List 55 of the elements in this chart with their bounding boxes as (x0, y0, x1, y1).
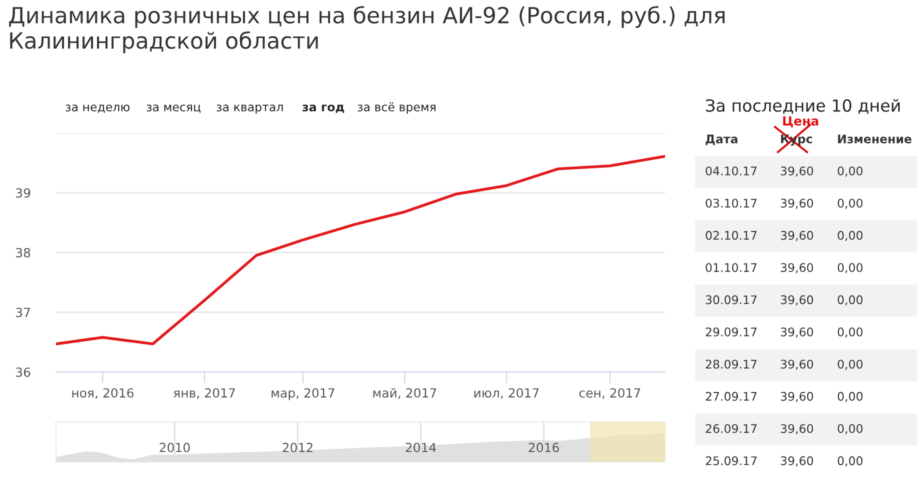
text: 0,00 (838, 392, 862, 402)
text: 29.09.17 (706, 327, 757, 336)
text: за месяц (146, 104, 201, 113)
text: За последние 10 дней (706, 99, 900, 114)
text: 0,00 (838, 327, 862, 338)
text: 39,60 (780, 424, 814, 434)
text: 25.09.17 (706, 456, 757, 466)
text: 0,00 (838, 456, 862, 466)
text: 39,60 (780, 198, 814, 209)
x-tick-label: май, 2017 (373, 388, 436, 399)
x-tick-label: мар, 2017 (272, 388, 334, 400)
x-tick-label: июл, 2017 (474, 388, 539, 399)
text: 0,00 (838, 424, 862, 434)
text: 03.10.17 (706, 198, 757, 208)
text: 39,60 (780, 360, 814, 370)
text: за год (302, 104, 344, 113)
line-series (56, 154, 665, 346)
x-tick-label: ноя, 2016 (72, 388, 134, 399)
y-tick-label: 36 (16, 367, 30, 377)
x-tick-label: янв, 2017 (174, 388, 235, 399)
text: 39,60 (780, 166, 814, 177)
text: 04.10.17 (706, 166, 757, 176)
text: 39,60 (780, 392, 814, 402)
text: 0,00 (838, 198, 862, 209)
text: 0,00 (838, 263, 862, 274)
x-tick-label: 2016 (528, 442, 559, 452)
text: за неделю (66, 104, 130, 113)
text: за всё время (358, 102, 436, 114)
chart-title: Динамика розничных цен на бензин АИ-92 (Россия, руб.) для Калининградской области (9, 6, 725, 54)
text: за квартал (216, 104, 283, 114)
text: 01.10.17 (706, 263, 757, 272)
text: 0,00 (838, 360, 862, 370)
x-tick-label: 2010 (160, 442, 190, 452)
text: 0,00 (838, 230, 862, 242)
text: 30.09.17 (706, 295, 757, 304)
text: 39,60 (780, 295, 814, 306)
text: 02.10.17 (706, 230, 757, 240)
text: 26.09.17 (706, 424, 757, 434)
text: 0,00 (838, 166, 862, 177)
text: 27.09.17 (706, 392, 757, 401)
text: 28.09.17 (706, 360, 757, 369)
y-tick-label: 38 (16, 248, 30, 258)
category-label: Изменение (838, 134, 912, 144)
text: 39,60 (780, 263, 814, 274)
text: 0,00 (838, 295, 862, 306)
text: 39,60 (780, 327, 814, 338)
y-tick-label: 37 (16, 308, 30, 318)
text: 39,60 (780, 230, 814, 242)
text: Цена (783, 116, 818, 128)
x-tick-label: 2014 (406, 442, 436, 452)
x-tick-label: 2012 (282, 442, 312, 452)
text: 39,60 (780, 456, 814, 466)
category-label: Дата (706, 134, 738, 146)
x-tick-label: сен, 2017 (579, 388, 640, 399)
y-tick-label: 39 (16, 188, 30, 198)
